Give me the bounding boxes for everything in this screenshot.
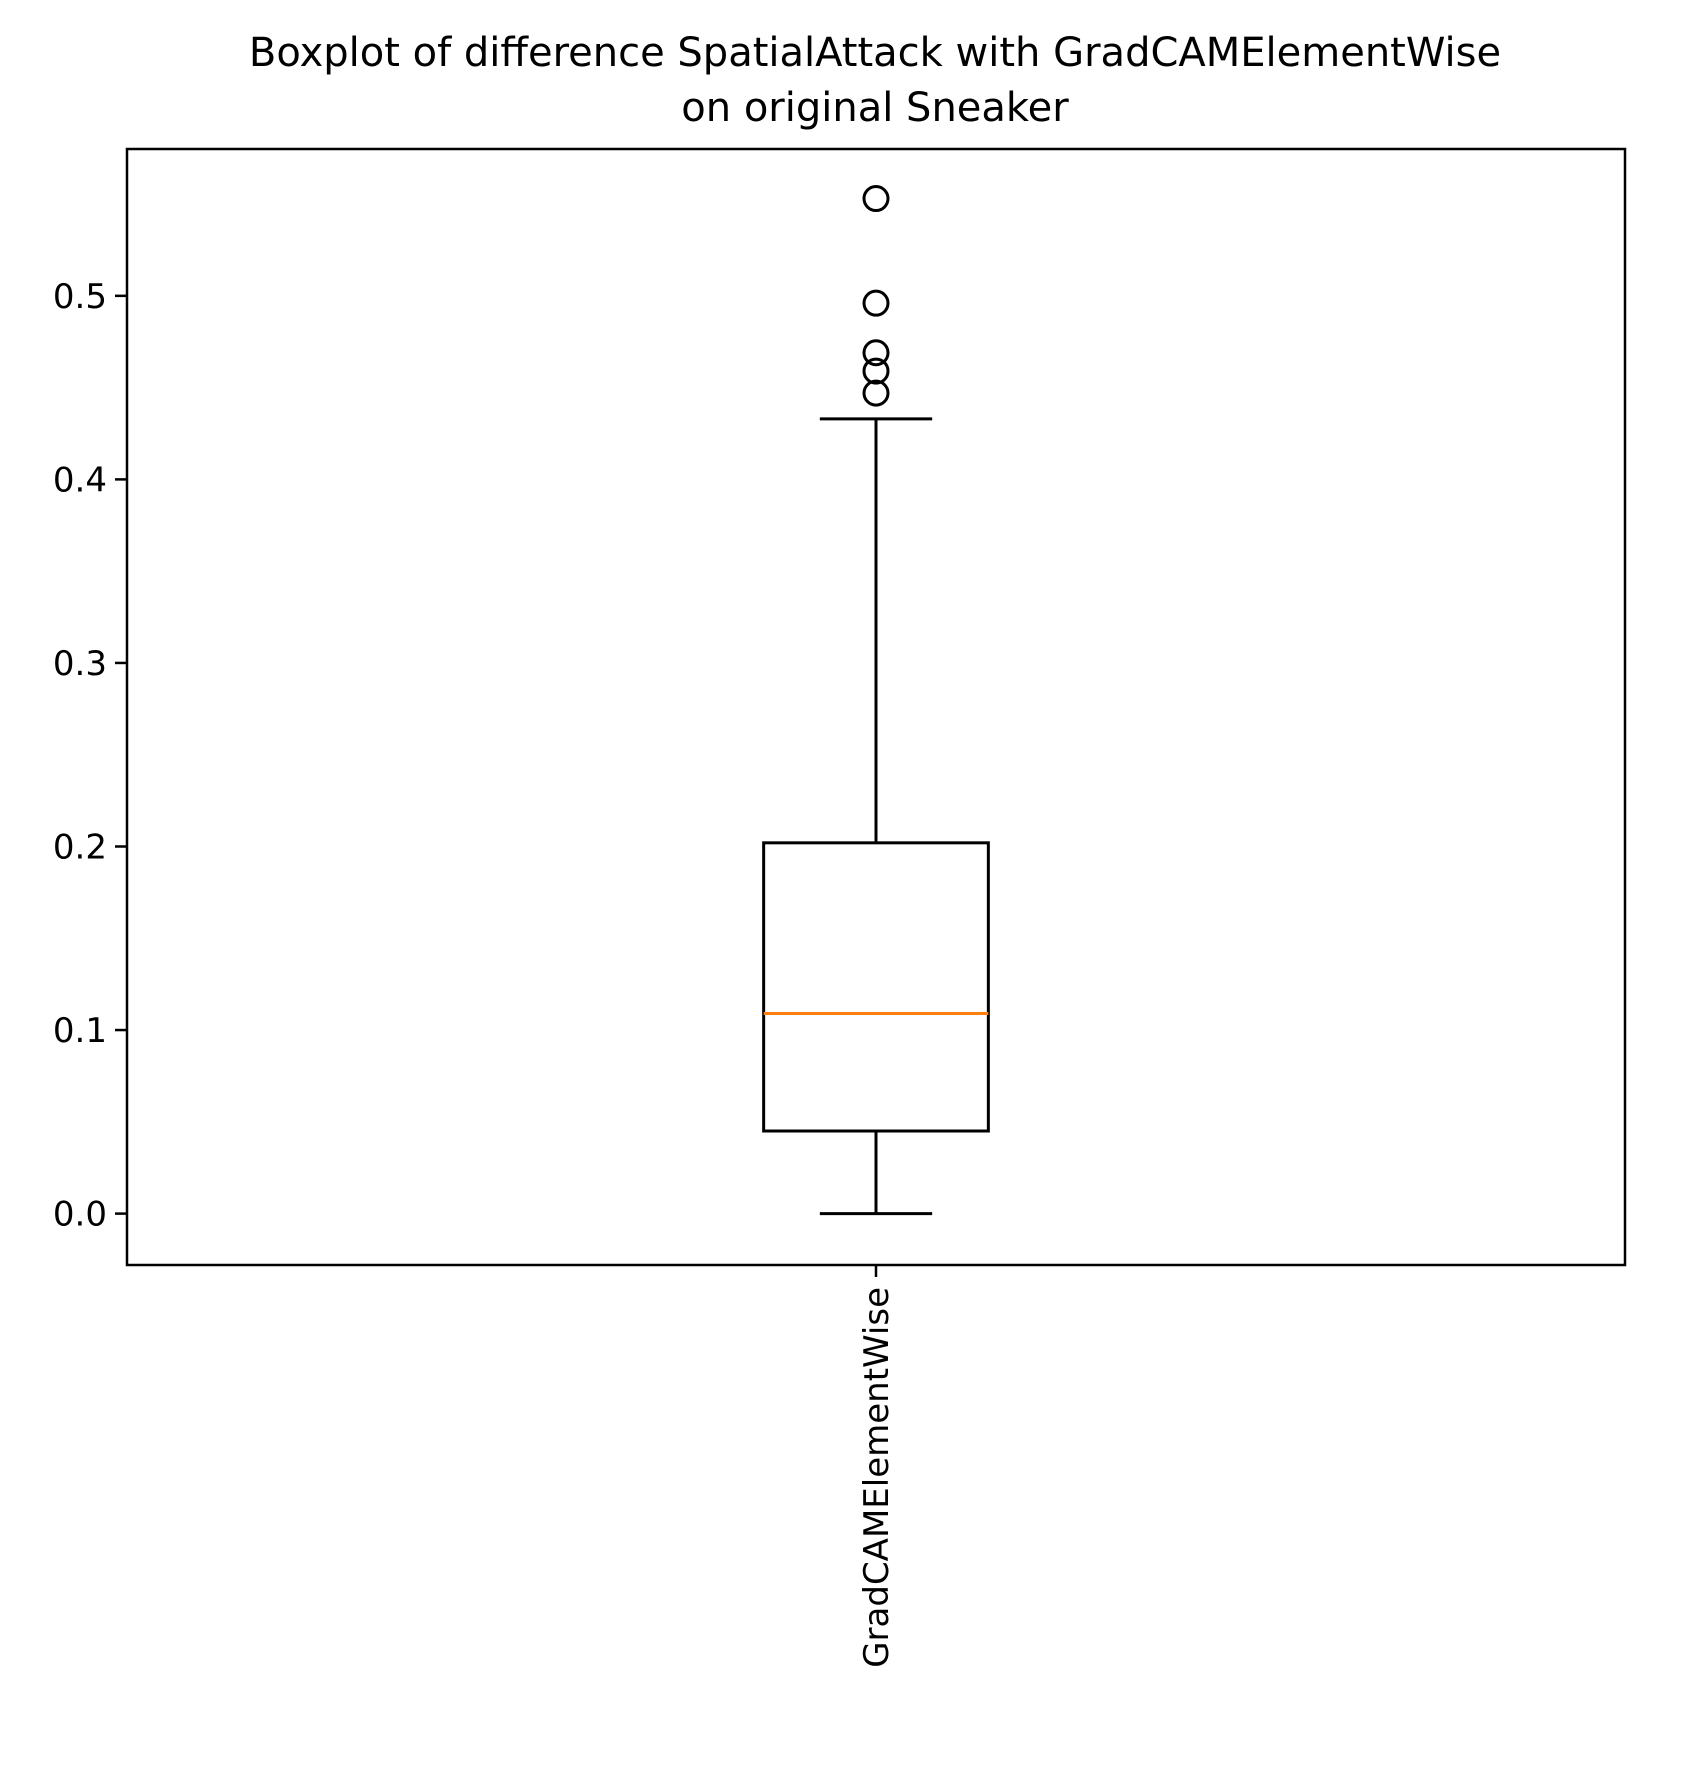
outlier-point	[862, 379, 890, 407]
y-tick-label: 0.5	[53, 277, 107, 317]
y-tick-label: 0.4	[53, 460, 107, 500]
chart-title: Boxplot of difference SpatialAttack with…	[249, 30, 1501, 76]
iqr-box	[762, 841, 990, 1133]
y-tick-label: 0.0	[53, 1195, 107, 1235]
outlier-point	[862, 339, 890, 367]
outlier-point	[862, 185, 890, 213]
outlier-point	[862, 289, 890, 317]
box-group	[762, 185, 990, 1216]
chart-subtitle: on original Sneaker	[681, 85, 1069, 131]
outlier-point	[862, 357, 890, 385]
y-axis: 0.0 0.1 0.2 0.3 0.4 0.5	[53, 277, 127, 1235]
x-tick-label: GradCAMElementWise	[857, 1287, 897, 1668]
x-axis: GradCAMElementWise	[857, 1265, 897, 1668]
y-tick-label: 0.2	[53, 828, 107, 868]
y-tick-label: 0.1	[53, 1011, 107, 1051]
y-tick-label: 0.3	[53, 644, 107, 684]
